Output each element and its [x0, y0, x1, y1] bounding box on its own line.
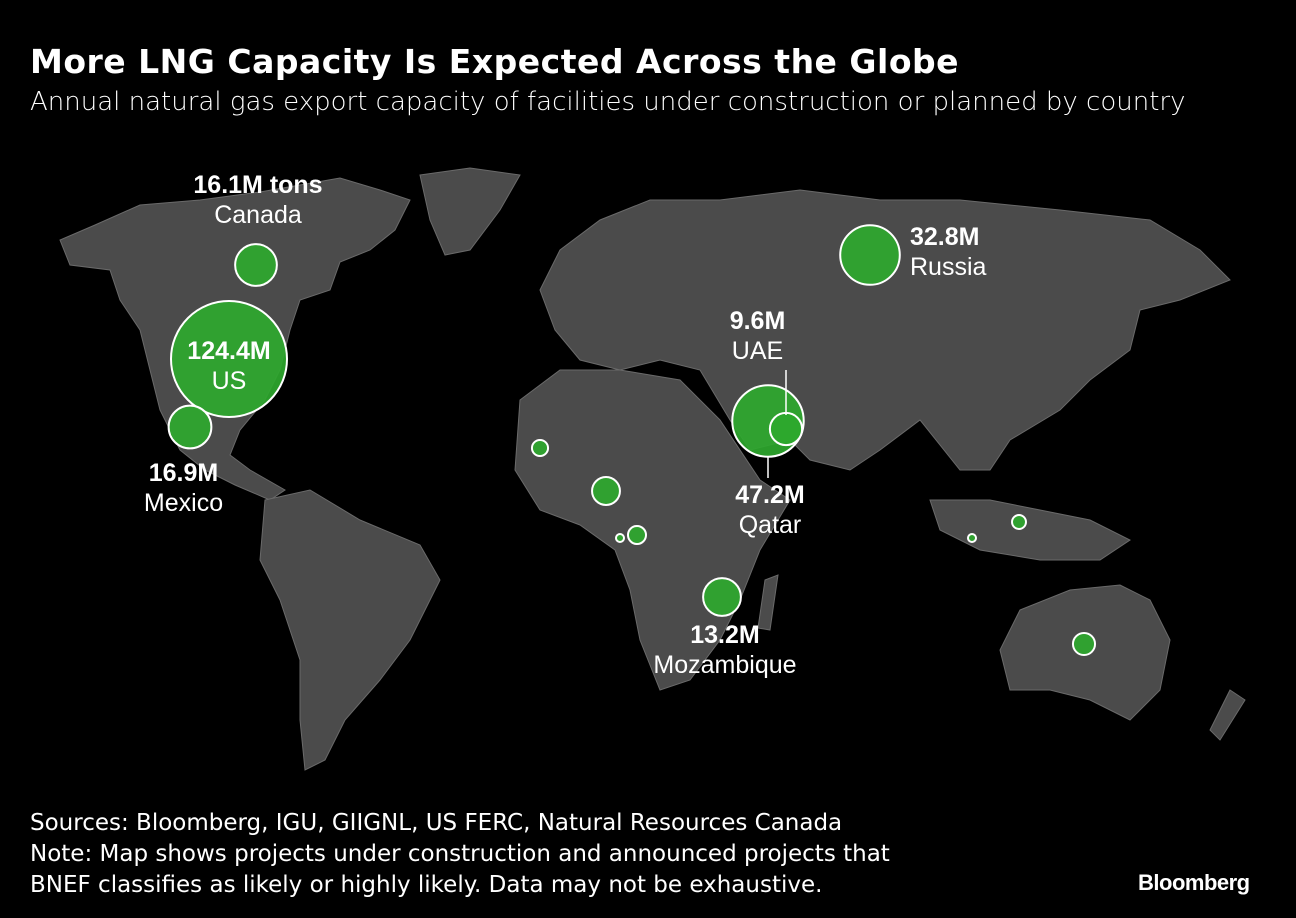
madagascar — [757, 574, 779, 631]
label-canada: 16.1M tons Canada — [168, 170, 348, 230]
sources: Sources: Bloomberg, IGU, GIIGNL, US FERC… — [30, 810, 843, 836]
value-label: 16.9M — [148, 459, 219, 487]
bubble-uae — [768, 411, 804, 447]
bubble-eq-guinea — [614, 532, 626, 544]
value-label: 16.1M tons — [193, 171, 323, 199]
value-label: 47.2M — [735, 481, 805, 509]
note-line-2: BNEF classifies as likely or highly like… — [30, 872, 823, 898]
bubble-us — [170, 300, 288, 418]
label-us: 124.4M US — [149, 336, 309, 396]
bubble-mexico — [167, 404, 213, 450]
country-label: Mozambique — [653, 651, 797, 679]
bloomberg-logo: Bloomberg — [1138, 870, 1250, 895]
bubble-layer — [167, 224, 1097, 657]
label-uae: 9.6M UAE — [710, 306, 805, 366]
south-america — [259, 489, 441, 771]
country-label: US — [211, 367, 247, 395]
label-mexico: 16.9M Mexico — [116, 458, 251, 518]
bubble-russia — [839, 224, 901, 286]
bubble-indonesia — [966, 532, 978, 544]
bubble-australia — [1071, 631, 1097, 657]
value-label: 32.8M — [910, 223, 980, 251]
value-label: 124.4M — [187, 337, 271, 365]
country-label: Qatar — [738, 511, 802, 539]
bubble-nigeria — [591, 476, 621, 506]
bubble-mozambique — [702, 577, 742, 617]
country-label: Mexico — [143, 489, 224, 517]
bubble-malaysia — [1011, 514, 1027, 530]
note-line-1: Note: Map shows projects under construct… — [30, 841, 890, 867]
southeast-asia-islands — [929, 499, 1131, 561]
country-label: Canada — [214, 201, 302, 229]
chart-subtitle: Annual natural gas export capacity of fa… — [30, 87, 1186, 117]
bubble-cameroon — [626, 524, 648, 546]
label-russia: 32.8M Russia — [910, 222, 986, 282]
europe-asia — [539, 189, 1231, 471]
country-label: Russia — [910, 253, 987, 281]
bubble-mauritania-senegal — [530, 438, 550, 458]
value-label: 13.2M — [690, 621, 760, 649]
label-qatar: 47.2M Qatar — [720, 480, 820, 540]
new-zealand — [1209, 689, 1246, 741]
greenland — [419, 167, 521, 256]
country-label: UAE — [731, 337, 784, 365]
chart-title: More LNG Capacity Is Expected Across the… — [30, 42, 960, 81]
label-mozambique: 13.2M Mozambique — [640, 620, 810, 680]
footer: Sources: Bloomberg, IGU, GIIGNL, US FERC… — [30, 808, 890, 901]
bubble-canada — [234, 243, 278, 287]
value-label: 9.6M — [729, 307, 786, 335]
